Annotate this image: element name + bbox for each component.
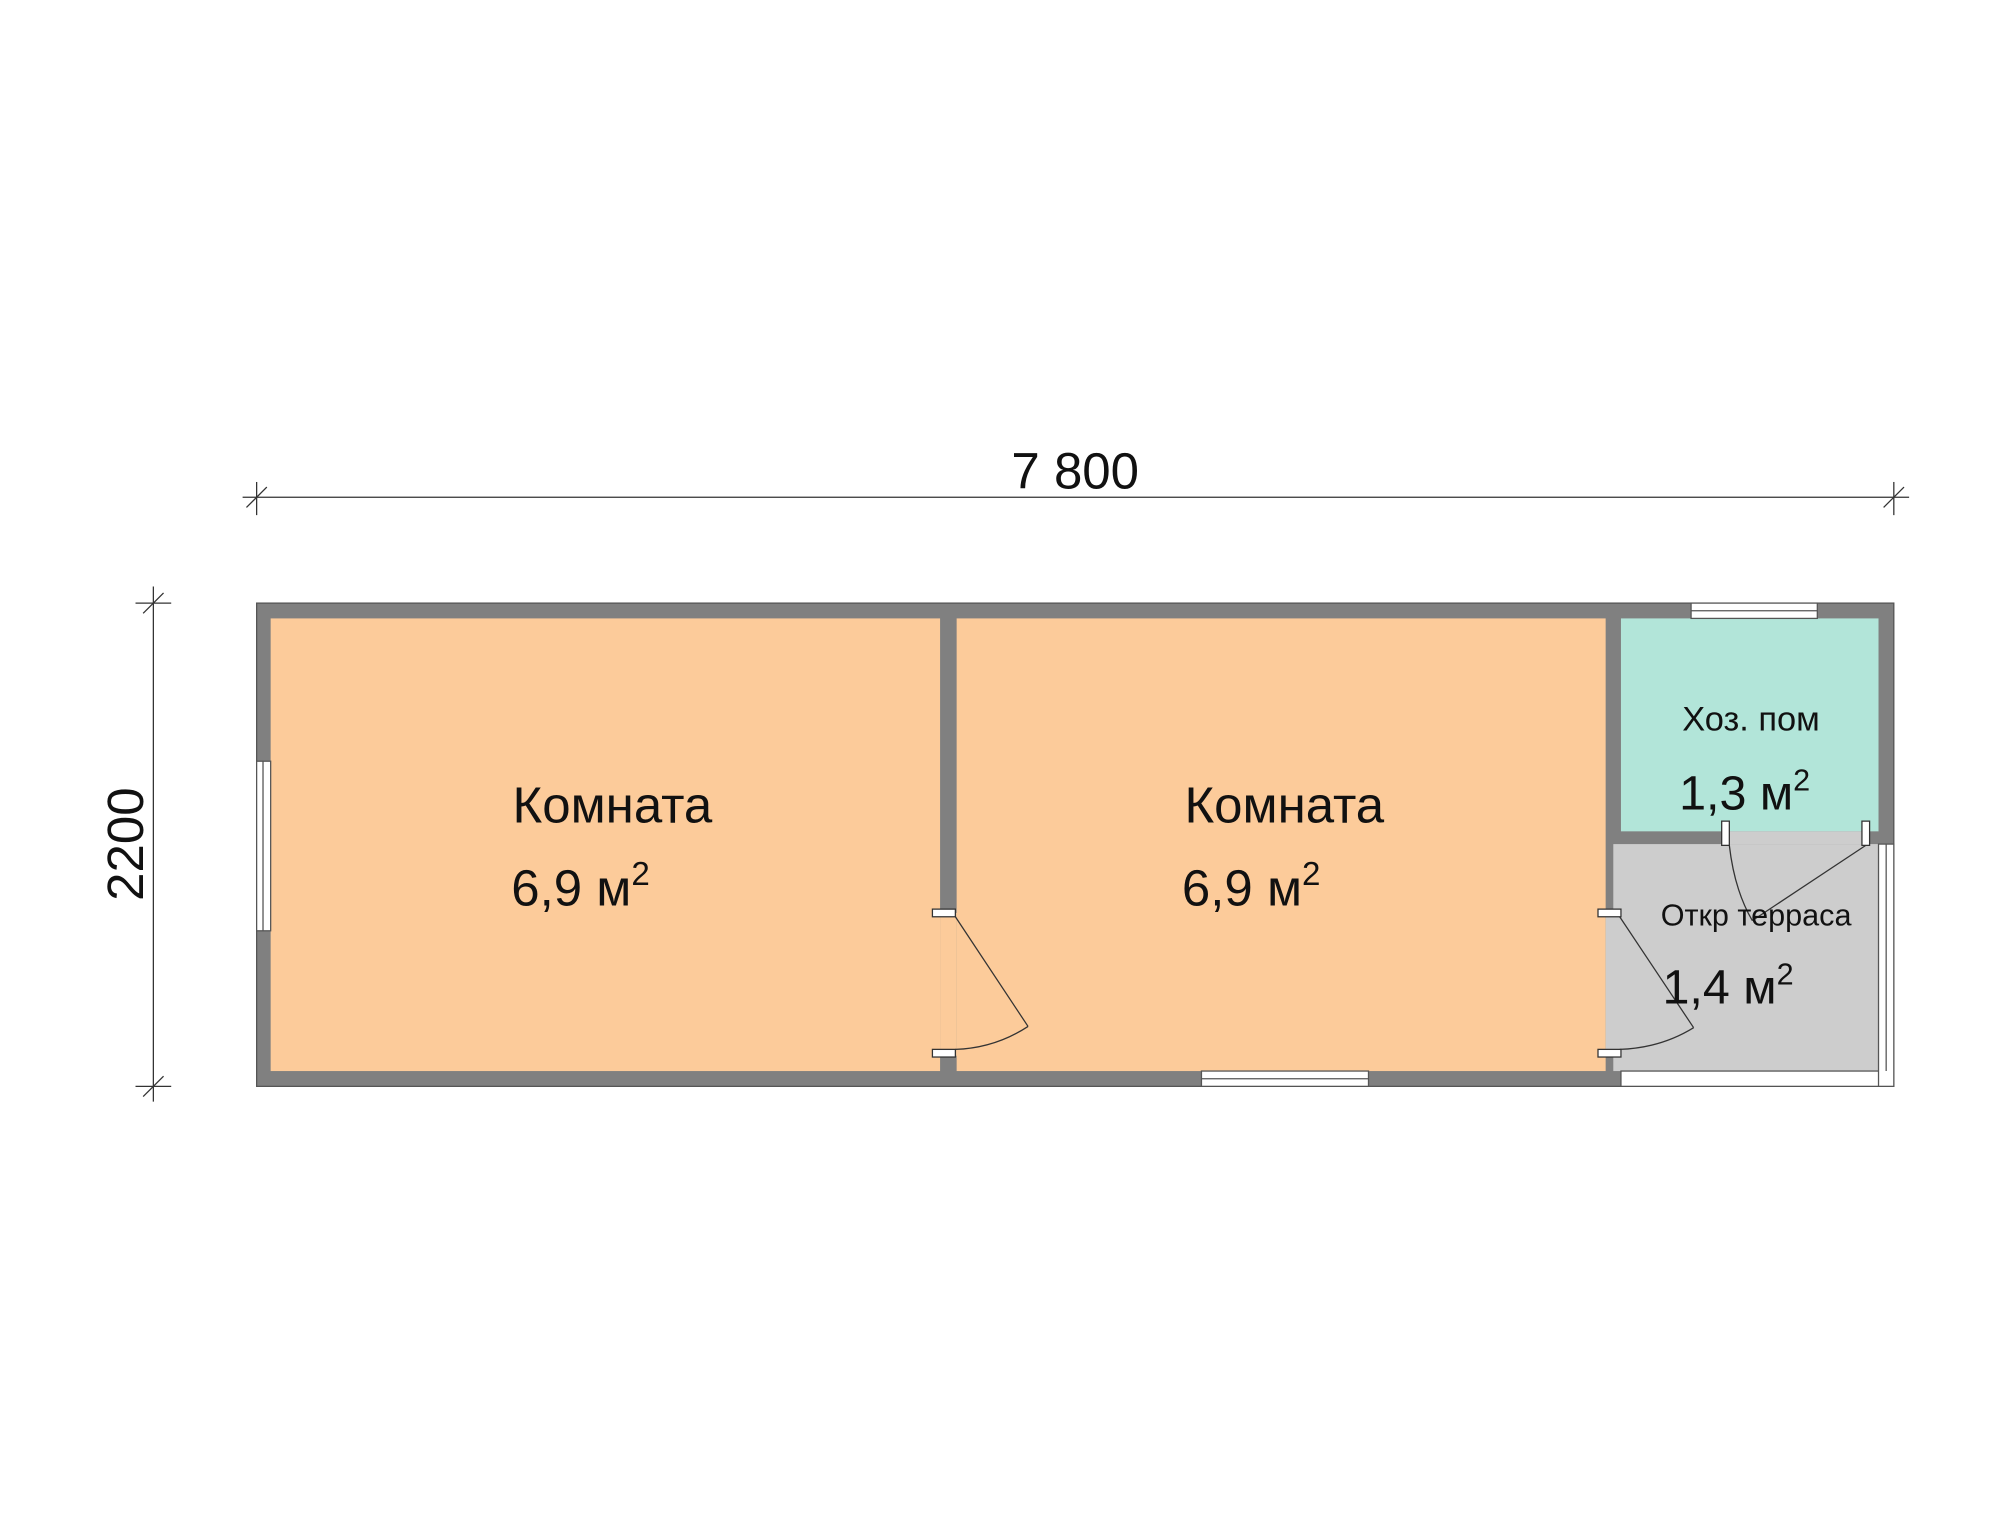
door-room1-room2 — [931, 908, 1029, 1058]
svg-text:6,9 м2: 6,9 м2 — [1182, 856, 1321, 916]
svg-text:1,3 м2: 1,3 м2 — [1679, 764, 1810, 821]
room-area: 1,4 м — [1663, 960, 1777, 1014]
svg-text:1,4 м2: 1,4 м2 — [1663, 957, 1794, 1014]
room-2-label: Комната 6,9 м2 — [1182, 776, 1385, 916]
area-unit-sup: 2 — [631, 856, 649, 893]
window-room-2-bottom — [1200, 1070, 1370, 1087]
utility-room-label: Хоз. пом 1,3 м2 — [1679, 701, 1820, 821]
terrace-floor — [1613, 844, 1879, 1072]
area-unit-sup: 2 — [1793, 764, 1810, 798]
room-name: Хоз. пом — [1682, 701, 1820, 739]
room-2-floor — [956, 618, 1606, 1072]
room-area: 6,9 м — [1182, 859, 1302, 916]
room-area: 1,3 м — [1679, 767, 1793, 821]
width-dimension — [242, 481, 1910, 516]
room-1-floor — [270, 618, 941, 1072]
room-name: Комната — [513, 776, 713, 833]
window-utility-top — [1690, 602, 1818, 620]
area-unit-sup: 2 — [1777, 957, 1794, 991]
area-unit-sup: 2 — [1302, 856, 1320, 893]
window-left — [256, 760, 272, 932]
width-label: 7 800 — [1011, 442, 1139, 499]
utility-room-floor — [1620, 618, 1879, 832]
terrace-open-edge-bottom — [1620, 1070, 1895, 1087]
room-name: Комната — [1184, 776, 1384, 833]
room-area: 6,9 м — [511, 859, 631, 916]
height-dimension — [135, 586, 172, 1102]
svg-text:6,9 м2: 6,9 м2 — [511, 856, 650, 916]
door-room2-terrace — [1597, 908, 1695, 1058]
door-utility-terrace — [1721, 820, 1871, 922]
height-label: 2200 — [97, 787, 154, 900]
terrace-label: Откр терраса 1,4 м2 — [1661, 899, 1853, 1015]
room-1-label: Комната 6,9 м2 — [511, 776, 713, 916]
room-name: Откр терраса — [1661, 899, 1853, 933]
